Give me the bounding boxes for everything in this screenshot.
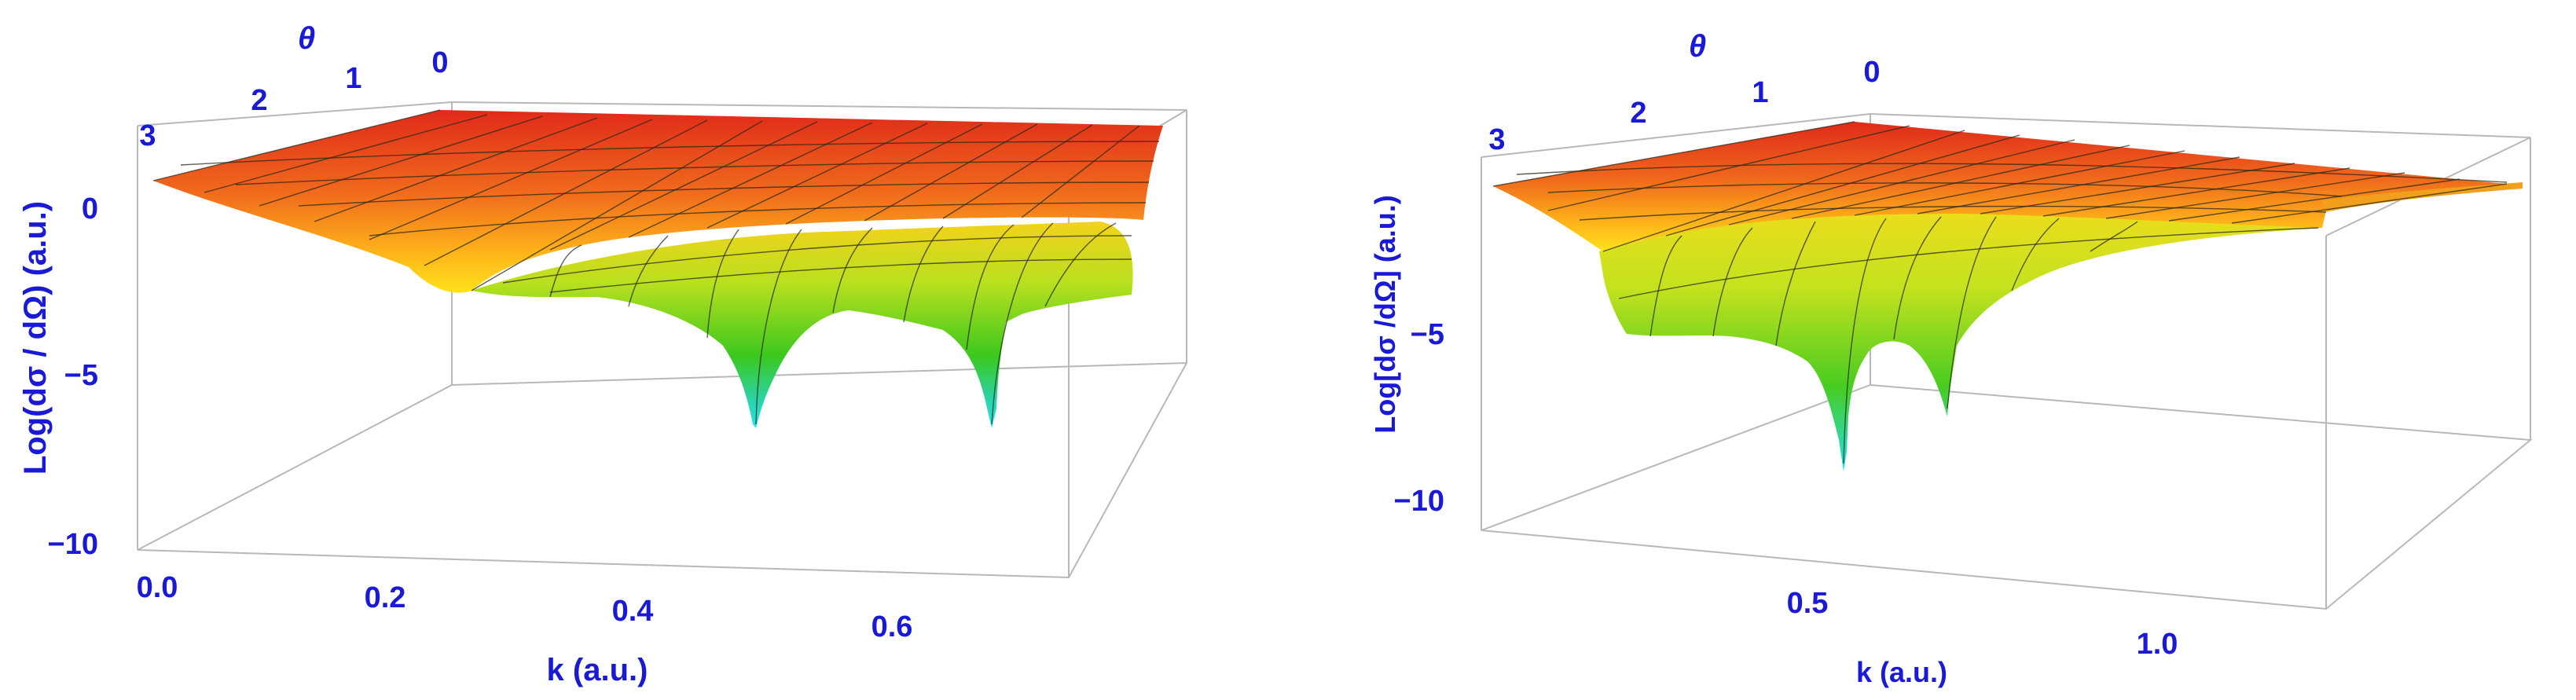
- right-z-tick: −10: [1394, 485, 1444, 518]
- right-z-tick: −5: [1411, 318, 1444, 351]
- left-mesh: [152, 109, 1160, 425]
- left-plot-box: [137, 101, 1188, 579]
- left-z-tick: 0: [82, 192, 98, 225]
- right-theta-axis-label: θ: [1689, 29, 1706, 64]
- right-x-ticks: 0.5 1.0: [1787, 587, 2178, 661]
- right-x-tick: 0.5: [1787, 587, 1829, 620]
- left-x-tick: 0.2: [365, 581, 406, 614]
- left-z-tick: −10: [48, 528, 98, 561]
- right-mesh: [1492, 121, 2508, 464]
- left-surface-plot: 0 −5 −10 0.0 0.2 0.4 0.6 0 1 2 3 θ k (a.…: [18, 21, 1188, 687]
- right-theta-ticks: 0 1 2 3: [1488, 56, 1880, 156]
- right-surface-plot: −5 −10 0.5 1.0 0 1 2 3 θ k (a.u.) Log[dσ…: [1369, 29, 2533, 688]
- right-theta-tick: 3: [1488, 123, 1505, 156]
- left-theta-tick: 3: [139, 119, 156, 152]
- left-theta-axis-label: θ: [298, 21, 315, 56]
- left-x-tick: 0.6: [872, 610, 913, 643]
- right-surface-tail: [2322, 182, 2523, 212]
- right-z-ticks: −5 −10: [1394, 318, 1444, 518]
- left-theta-tick: 2: [251, 84, 267, 117]
- right-theta-tick: 0: [1863, 56, 1880, 89]
- left-x-tick: 0.0: [137, 571, 178, 604]
- right-z-axis-label: Log[dσ /dΩ] (a.u.): [1369, 195, 1401, 433]
- right-theta-tick: 1: [1752, 76, 1768, 109]
- right-surface-wall: [1599, 189, 2326, 471]
- right-x-tick: 1.0: [2137, 628, 2178, 661]
- left-theta-tick: 1: [345, 62, 361, 95]
- left-x-axis-label: k (a.u.): [547, 653, 648, 687]
- left-z-axis-label: Log(dσ / dΩ) (a.u.): [18, 201, 53, 475]
- left-theta-tick: 0: [431, 46, 448, 79]
- left-z-tick: −5: [64, 359, 98, 392]
- left-x-ticks: 0.0 0.2 0.4 0.6: [137, 571, 913, 643]
- left-theta-ticks: 0 1 2 3: [139, 46, 448, 152]
- right-x-axis-label: k (a.u.): [1856, 656, 1947, 688]
- left-surface-wall: [472, 222, 1133, 428]
- left-x-tick: 0.4: [612, 595, 654, 628]
- right-theta-tick: 2: [1630, 97, 1646, 130]
- left-z-ticks: 0 −5 −10: [48, 192, 98, 561]
- left-surface-plateau: [153, 110, 1163, 293]
